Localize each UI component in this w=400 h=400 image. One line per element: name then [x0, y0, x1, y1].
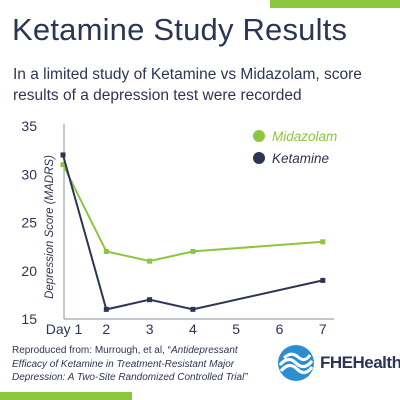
line-chart: 15 20 25 30 35 Day 1 2 3 4 5 6 7 Depression Score …: [21, 118, 337, 337]
source-footnote: Reproduced from: Murrough, et al, “Antid…: [12, 344, 272, 385]
data-point-midazolam: [103, 248, 109, 254]
data-point-ketamine: [147, 297, 153, 303]
series-line-ketamine: [62, 154, 324, 311]
data-point-midazolam: [190, 248, 196, 254]
chart-legend: Midazolam Ketamine: [253, 129, 337, 166]
x-tick-label: 6: [276, 321, 284, 337]
x-tick-label: 5: [232, 321, 240, 337]
legend-label-ketamine: Ketamine: [272, 151, 329, 166]
y-tick-label: 30: [21, 166, 37, 182]
series-line-midazolam: [62, 164, 323, 263]
x-tick-label: 7: [319, 321, 327, 337]
page-title: Ketamine Study Results: [12, 12, 348, 47]
chart-series: [60, 152, 326, 312]
data-point-ketamine: [103, 306, 109, 312]
logo-text: FHEHealth: [320, 353, 400, 372]
footnote-suffix: ”: [244, 372, 248, 383]
bottom-accent-bar: [0, 392, 132, 400]
x-tick-label: Day 1: [46, 321, 83, 337]
x-tick-labels: Day 1 2 3 4 5 6 7: [46, 321, 327, 337]
data-point-ketamine: [60, 152, 66, 158]
legend-marker-midazolam: [253, 130, 265, 142]
fhehealth-logo: FHEHealth: [276, 343, 400, 383]
x-tick-label: 4: [189, 321, 197, 337]
footnote-prefix: Reproduced from: Murrough, et al, “: [12, 345, 171, 356]
y-axis-label: Depression Score (MADRS): [44, 155, 56, 299]
data-point-ketamine: [320, 277, 326, 283]
logo-wave-icon: [278, 345, 314, 381]
data-point-midazolam: [320, 239, 326, 245]
data-point-midazolam: [60, 162, 66, 168]
y-tick-label: 15: [21, 311, 37, 327]
x-tick-label: 3: [146, 321, 154, 337]
y-tick-label: 35: [21, 118, 37, 134]
y-tick-label: 25: [21, 215, 37, 231]
footnote-citation: Antidepressant Efficacy of Ketamine in T…: [12, 345, 245, 383]
page-subtitle: In a limited study of Ketamine vs Midazo…: [13, 66, 362, 104]
legend-marker-ketamine: [253, 152, 265, 164]
y-tick-label: 20: [21, 263, 37, 279]
x-tick-label: 2: [102, 321, 110, 337]
legend-label-midazolam: Midazolam: [272, 129, 337, 144]
data-point-ketamine: [190, 306, 196, 312]
y-tick-labels: 15 20 25 30 35: [21, 118, 37, 327]
top-accent-bar: [270, 0, 400, 8]
data-point-midazolam: [147, 258, 153, 264]
